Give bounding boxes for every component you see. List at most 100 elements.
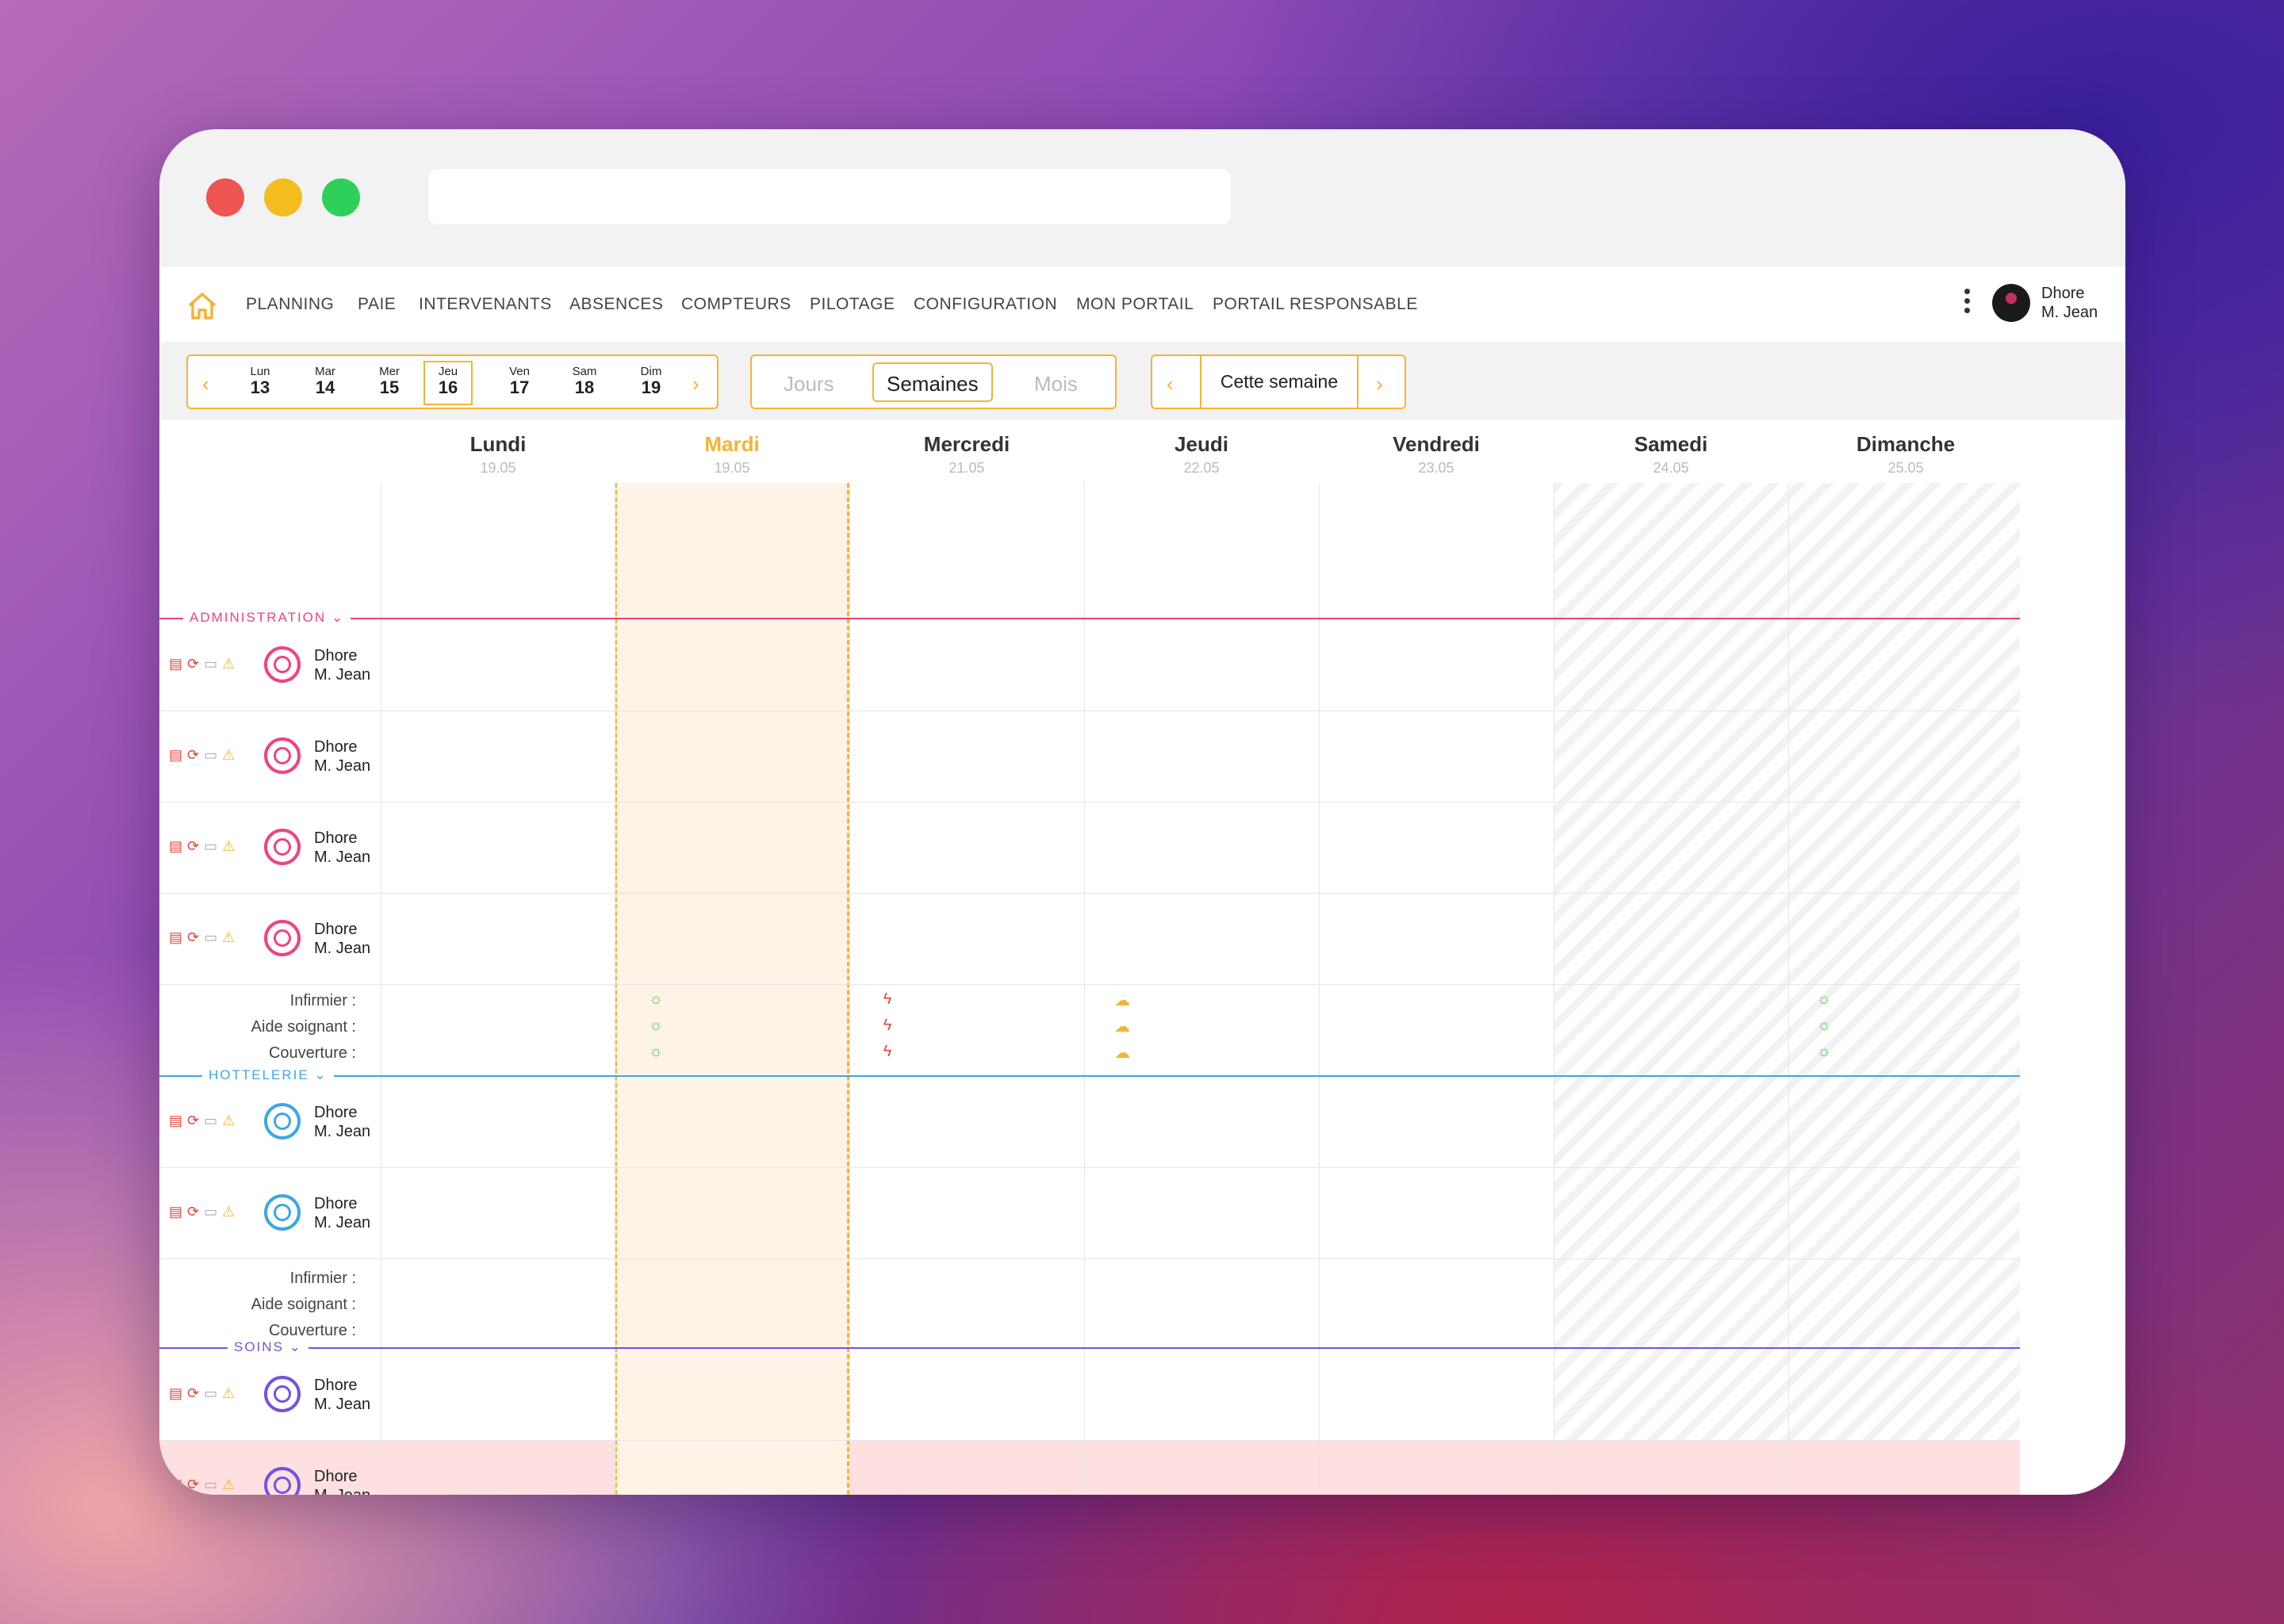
row-icons[interactable]: ▤ ⟳ ▭ ⚠ — [169, 1113, 240, 1129]
browser-chrome — [159, 129, 2125, 266]
user-icon — [264, 737, 301, 774]
week-next-icon[interactable]: › — [1376, 372, 1383, 396]
nav-pilotage[interactable]: PILOTAGE — [810, 295, 895, 313]
day-picker: ‹ Lun 13 Mar 14 Mer 15 Jeu 16 Ven 17 Sam 18 Di… — [186, 354, 719, 409]
close-dot[interactable] — [206, 178, 244, 216]
day-header-mardi: Mardi 19.05 — [704, 432, 760, 476]
chevron-left-icon[interactable]: ‹ — [202, 372, 209, 396]
sync-icon: ⟳ — [187, 1113, 200, 1128]
doc-icon: ▤ — [169, 929, 183, 945]
user-name: Dhore M. Jean — [2041, 285, 2098, 321]
week-nav: ‹ Cette semaine › — [1151, 354, 1406, 409]
view-jours[interactable]: Jours — [784, 372, 834, 396]
maximize-dot[interactable] — [322, 178, 360, 216]
week-label[interactable]: Cette semaine — [1200, 356, 1359, 408]
nav-compteurs[interactable]: COMPTEURS — [681, 295, 791, 313]
cloud-icon: ☁ — [1114, 1044, 1130, 1062]
address-bar[interactable] — [428, 169, 1231, 224]
calendar-icon: ▭ — [204, 656, 218, 672]
user-icon — [264, 1194, 301, 1231]
user-icon — [264, 1103, 301, 1139]
sun-icon: ☼ — [648, 1017, 664, 1034]
warning-icon: ⚠ — [222, 747, 236, 763]
doc-icon: ▤ — [169, 747, 183, 763]
row-icons[interactable]: ▤ ⟳ ▭ ⚠ — [169, 1477, 240, 1493]
nav-paie[interactable]: PAIE — [358, 295, 397, 313]
doc-icon: ▤ — [169, 1204, 183, 1220]
more-icon[interactable] — [1964, 289, 1971, 317]
bolt-icon: ϟ — [883, 1043, 892, 1060]
row-icons[interactable]: ▤ ⟳ ▭ ⚠ — [169, 656, 240, 672]
user-icon — [264, 1467, 301, 1495]
planning-grid: Lundi 19.05 Mardi 19.05 Mercredi 21.05 Jeud… — [159, 419, 2020, 1495]
view-mois[interactable]: Mois — [1034, 372, 1078, 396]
bolt-icon: ϟ — [883, 990, 892, 1008]
day-thu[interactable]: Jeu 16 — [423, 361, 473, 405]
nav-absences[interactable]: ABSENCES — [569, 295, 664, 313]
row-icons[interactable]: ▤ ⟳ ▭ ⚠ — [169, 1385, 240, 1402]
stats-labels: Infirmier : Aide soignant : Couverture : — [251, 1270, 356, 1339]
cloud-icon: ☁ — [1114, 1018, 1130, 1036]
view-switcher: Jours Semaines Mois — [750, 354, 1117, 409]
day-header-lundi: Lundi 19.05 — [469, 432, 527, 476]
top-nav: PLANNING PAIE INTERVENANTS ABSENCES COMP… — [159, 266, 2125, 342]
day-fri[interactable]: Ven 17 — [509, 365, 530, 397]
row-icons[interactable]: ▤ ⟳ ▭ ⚠ — [169, 838, 240, 855]
sync-icon: ⟳ — [187, 747, 200, 763]
section-soins[interactable]: SOINS ⌄ — [228, 1339, 308, 1355]
section-hotellerie[interactable]: HOTTELERIE ⌄ — [202, 1067, 334, 1083]
home-icon[interactable] — [186, 292, 218, 320]
chevron-right-icon[interactable]: › — [692, 372, 699, 396]
day-header-vendredi: Vendredi 23.05 — [1393, 432, 1480, 476]
row-icons[interactable]: ▤ ⟳ ▭ ⚠ — [169, 1204, 240, 1220]
week-prev-icon[interactable]: ‹ — [1167, 372, 1174, 396]
day-sun[interactable]: Dim 19 — [640, 365, 662, 397]
sun-icon: ☼ — [1816, 990, 1832, 1008]
calendar-icon: ▭ — [204, 929, 218, 945]
warning-icon: ⚠ — [222, 1113, 236, 1128]
warning-icon: ⚠ — [222, 838, 236, 854]
nav-portail-responsable[interactable]: PORTAIL RESPONSABLE — [1213, 295, 1418, 313]
sun-icon: ☼ — [1816, 1017, 1832, 1034]
warning-icon: ⚠ — [222, 929, 236, 945]
warning-icon: ⚠ — [222, 1204, 236, 1220]
minimize-dot[interactable] — [264, 178, 302, 216]
row-icons[interactable]: ▤ ⟳ ▭ ⚠ — [169, 747, 240, 764]
day-wed[interactable]: Mer 15 — [379, 365, 400, 397]
section-line-soins — [159, 1347, 2020, 1349]
sync-icon: ⟳ — [187, 1385, 200, 1401]
user-icon — [264, 1376, 301, 1412]
section-line-admin — [159, 618, 2020, 619]
calendar-icon: ▭ — [204, 1204, 218, 1220]
section-administration[interactable]: ADMINISTRATION ⌄ — [183, 610, 351, 626]
doc-icon: ▤ — [169, 656, 183, 672]
nav-intervenants[interactable]: INTERVENANTS — [419, 295, 552, 313]
avatar[interactable] — [1992, 284, 2030, 322]
nav-configuration[interactable]: CONFIGURATION — [914, 295, 1058, 313]
view-semaines[interactable]: Semaines — [872, 362, 993, 402]
day-tue[interactable]: Mar 14 — [315, 365, 335, 397]
user-icon — [264, 646, 301, 683]
section-line-hotel — [159, 1075, 2020, 1077]
toolbar: ‹ Lun 13 Mar 14 Mer 15 Jeu 16 Ven 17 Sam 18 Di… — [159, 342, 2125, 419]
calendar-icon: ▭ — [204, 1113, 218, 1128]
nav-mon-portail[interactable]: MON PORTAIL — [1076, 295, 1194, 313]
warning-icon: ⚠ — [222, 1385, 236, 1401]
sync-icon: ⟳ — [187, 1477, 200, 1492]
day-mon[interactable]: Lun 13 — [250, 365, 270, 397]
day-sat[interactable]: Sam 18 — [572, 365, 597, 397]
stats-labels: Infirmier : Aide soignant : Couverture : — [251, 992, 356, 1062]
day-header-samedi: Samedi 24.05 — [1634, 432, 1708, 476]
day-header-mercredi: Mercredi 21.05 — [923, 432, 1010, 476]
nav-planning[interactable]: PLANNING — [246, 295, 335, 313]
row-icons[interactable]: ▤ ⟳ ▭ ⚠ — [169, 929, 240, 946]
weekend-hatch — [1554, 483, 2020, 1495]
